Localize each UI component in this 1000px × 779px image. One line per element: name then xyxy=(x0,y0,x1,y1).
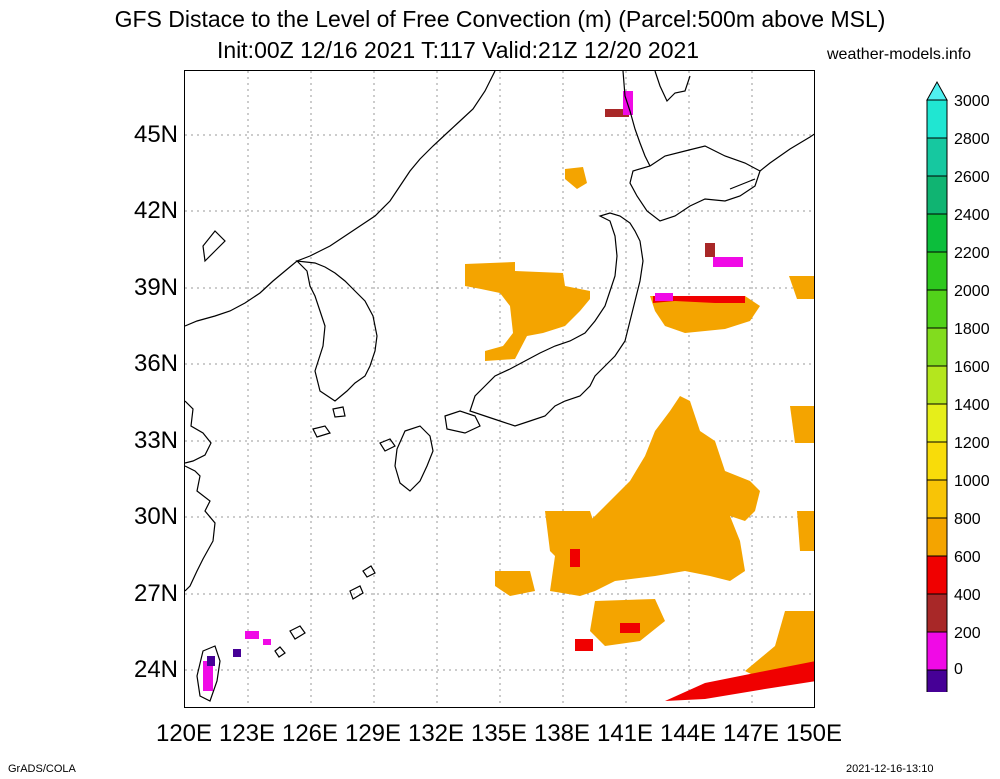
colorbar-segment xyxy=(926,213,948,253)
field-patch-east-south xyxy=(745,611,814,681)
colorbar-segment xyxy=(926,365,948,405)
colorbar-label: 1800 xyxy=(954,321,990,338)
field-patch-red-south xyxy=(665,661,814,701)
colorbar-label: 400 xyxy=(954,587,981,604)
field-patch-magenta-taiwan xyxy=(203,661,213,691)
field-patch-magenta-ne2 xyxy=(713,257,743,267)
lat-tick-label: 27N xyxy=(133,580,178,607)
lon-tick-label: 135E xyxy=(470,720,528,747)
lon-tick-label: 132E xyxy=(407,720,465,747)
colorbar-segment xyxy=(926,403,948,443)
field-patch-magenta-ne xyxy=(655,293,673,301)
gridlines xyxy=(185,71,814,707)
colorbar-label: 1400 xyxy=(954,397,990,414)
field-patch-pacific-central xyxy=(550,396,760,596)
map-panel xyxy=(184,70,815,708)
colorbar-label: 2200 xyxy=(954,245,990,262)
colorbar-segment xyxy=(926,555,948,595)
colorbar-label: 0 xyxy=(954,661,963,678)
lat-tick-label: 30N xyxy=(133,503,178,530)
colorbar-segment xyxy=(926,289,948,329)
lon-tick-label: 123E xyxy=(218,720,276,747)
field-patch-red-mid2 xyxy=(620,623,640,633)
lat-tick-label: 42N xyxy=(133,197,178,224)
lon-tick-label: 126E xyxy=(281,720,339,747)
field-patch-pacific-west xyxy=(545,511,600,566)
colorbar xyxy=(926,80,948,692)
colorbar-label: 2600 xyxy=(954,169,990,186)
lon-tick-label: 150E xyxy=(785,720,843,747)
lat-tick-label: 33N xyxy=(133,427,178,454)
field-patch-east-far xyxy=(797,511,814,551)
colorbar-segment xyxy=(926,669,948,692)
colorbar-segment xyxy=(926,441,948,481)
lon-tick-label: 147E xyxy=(722,720,780,747)
colorbar-segment xyxy=(926,479,948,519)
colorbar-label: 2000 xyxy=(954,283,990,300)
field-patch-magenta-ryukyu2 xyxy=(263,639,271,645)
field-patch-southwest xyxy=(495,571,535,596)
field-patch-japan-sea xyxy=(465,262,590,361)
map-canvas xyxy=(185,71,814,707)
chart-title-line1: GFS Distace to the Level of Free Convect… xyxy=(114,6,886,32)
coastlines xyxy=(185,71,814,702)
lat-tick-label: 36N xyxy=(133,350,178,377)
field-patch-hokkaido-west xyxy=(565,167,587,189)
field-patch-magenta-ryukyu xyxy=(245,631,259,639)
lon-tick-label: 144E xyxy=(659,720,717,747)
field-patch-pacific-north xyxy=(650,296,760,333)
colorbar-segment xyxy=(926,593,948,633)
lon-tick-label: 129E xyxy=(344,720,402,747)
colorbar-label: 3000 xyxy=(954,93,990,110)
field-patch-red-ne xyxy=(653,296,745,303)
lon-tick-label: 138E xyxy=(533,720,591,747)
field-patch-brown-ne xyxy=(705,243,715,257)
colorbar-segment xyxy=(926,137,948,177)
lat-tick-label: 39N xyxy=(133,274,178,301)
lon-tick-label: 120E xyxy=(155,720,213,747)
field-patch-east-edge xyxy=(789,276,814,299)
website-label: weather-models.info xyxy=(827,46,972,63)
colorbar-label: 1000 xyxy=(954,473,990,490)
lon-tick-label: 141E xyxy=(596,720,654,747)
field-patch-purple-taiwan xyxy=(207,656,215,666)
colorbar-label: 2800 xyxy=(954,131,990,148)
footer-timestamp: 2021-12-16-13:10 xyxy=(846,763,934,775)
field-patch-brown-north xyxy=(605,109,629,117)
field-patch-purple-ryukyu xyxy=(233,649,241,657)
colorbar-label: 2400 xyxy=(954,207,990,224)
field-patch-magenta-north xyxy=(623,91,633,115)
field-patch-south xyxy=(590,599,665,646)
colorbar-label: 600 xyxy=(954,549,981,566)
colorbar-label: 1200 xyxy=(954,435,990,452)
field-patch-red-mid xyxy=(570,549,580,567)
colorbar-segment xyxy=(926,175,948,215)
colorbar-segment xyxy=(926,631,948,671)
colorbar-label: 800 xyxy=(954,511,981,528)
colorbar-segment xyxy=(926,327,948,367)
chart-title-line2: Init:00Z 12/16 2021 T:117 Valid:21Z 12/2… xyxy=(217,37,700,63)
colorbar-label: 1600 xyxy=(954,359,990,376)
colorbar-label: 200 xyxy=(954,625,981,642)
footer-credit: GrADS/COLA xyxy=(8,763,76,775)
lat-tick-label: 24N xyxy=(133,656,178,683)
lfc-field-patches xyxy=(203,91,814,701)
colorbar-segment xyxy=(926,251,948,291)
colorbar-segment xyxy=(926,99,948,139)
lat-tick-label: 45N xyxy=(133,121,178,148)
colorbar-top-arrow xyxy=(926,80,948,101)
colorbar-segment xyxy=(926,517,948,557)
field-patch-east-mid xyxy=(790,406,814,443)
field-patch-red-south2 xyxy=(575,639,593,651)
